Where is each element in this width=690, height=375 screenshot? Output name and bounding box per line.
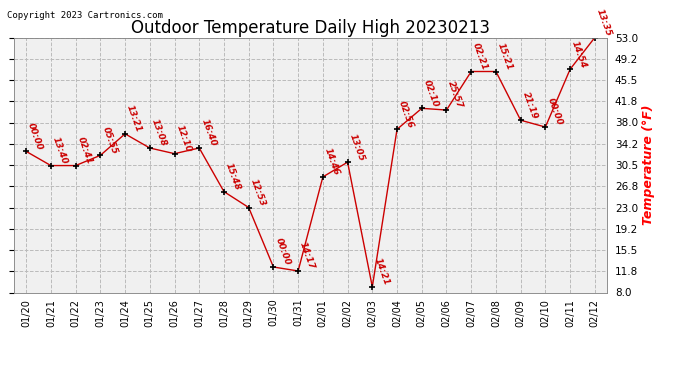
- Text: 12:10: 12:10: [175, 124, 193, 154]
- Text: 14:54: 14:54: [570, 39, 589, 69]
- Text: Copyright 2023 Cartronics.com: Copyright 2023 Cartronics.com: [7, 11, 163, 20]
- Text: 13:05: 13:05: [348, 132, 366, 162]
- Text: 00:00: 00:00: [545, 97, 564, 127]
- Text: 02:56: 02:56: [397, 99, 415, 129]
- Text: 02:21: 02:21: [471, 42, 489, 72]
- Text: 14:17: 14:17: [298, 241, 317, 271]
- Text: 13:08: 13:08: [150, 118, 168, 148]
- Title: Outdoor Temperature Daily High 20230213: Outdoor Temperature Daily High 20230213: [131, 20, 490, 38]
- Text: 02:10: 02:10: [422, 78, 440, 108]
- Text: 12:53: 12:53: [248, 177, 267, 207]
- Text: 21:19: 21:19: [521, 90, 539, 120]
- Text: 15:21: 15:21: [496, 42, 514, 72]
- Text: 00:00: 00:00: [26, 122, 44, 152]
- Text: 25:57: 25:57: [446, 80, 465, 110]
- Text: 14:21: 14:21: [373, 257, 391, 287]
- Text: 13:21: 13:21: [125, 104, 144, 134]
- Text: 13:35: 13:35: [595, 8, 613, 38]
- Text: 00:00: 00:00: [273, 237, 292, 267]
- Text: 15:48: 15:48: [224, 162, 242, 192]
- Y-axis label: Temperature (°F): Temperature (°F): [642, 105, 655, 225]
- Text: 05:55: 05:55: [100, 125, 119, 155]
- Text: 14:46: 14:46: [323, 147, 341, 177]
- Text: 02:41: 02:41: [76, 136, 94, 166]
- Text: 13:40: 13:40: [51, 136, 69, 166]
- Text: 16:40: 16:40: [199, 118, 217, 148]
